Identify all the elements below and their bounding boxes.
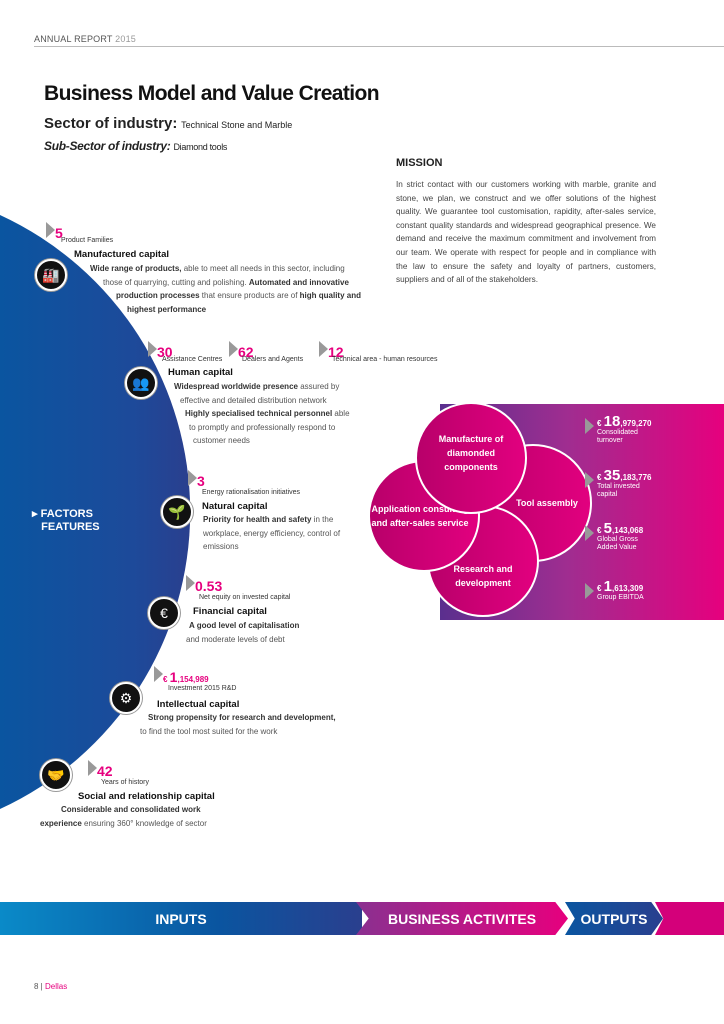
arrow-icon [46,222,55,238]
banner-activities: BUSINESS ACTIVITES [356,902,568,935]
stat-assistance-centres: 30 [148,341,173,362]
banner-outputs: OUTPUTS [565,902,663,935]
sector: Sector of industry: Technical Stone and … [44,115,293,132]
capital-description: Strong propensity for research and devel… [140,713,336,736]
stat-product-families: 5 [46,222,63,243]
euro-icon: € [148,597,180,629]
page-title: Business Model and Value Creation [44,82,380,105]
inputs-arc [0,215,191,809]
stat-years-history: 42 [88,760,113,781]
output-item: € 1,613,309 Group EBITDA [585,579,644,602]
banner-inputs: INPUTS [0,902,362,935]
stat-net-equity: 0.53 [186,575,222,596]
stat-dealers: 62 [229,341,254,362]
capital-title: Manufactured capital [74,249,170,260]
handshake-icon: 🤝 [40,759,72,791]
output-item: € 5,143,068 Global Gross Added Value [585,521,643,552]
capital-description: Wide range of products, able to meet all… [90,264,361,314]
capital-description: A good level of capitalisation and moder… [186,621,300,644]
mission-title: MISSION [396,157,443,169]
factory-icon: 🏭 [35,259,67,291]
header-divider [34,46,724,47]
head-gears-icon: ⚙ [110,682,142,714]
page-footer: 8 | Dellas [34,982,68,991]
running-header: ANNUAL REPORT 2015 [34,34,136,44]
capital-description: Priority for health and safety in the wo… [203,515,341,551]
capital-description: Considerable and consolidated work exper… [40,805,207,828]
people-network-icon: 👥 [125,367,157,399]
mission-text: In strict contact with our customers wor… [396,180,656,285]
plant-hand-icon: 🌱 [161,496,193,528]
output-item: € 18,979,270 Consolidated turnover [585,414,652,445]
stat-rd-investment: € 1,154,989 [154,666,209,687]
banner-end [655,902,724,935]
sub-sector: Sub-Sector of industry: Diamond tools [44,139,228,153]
stat-technical-area: 12 [319,341,344,362]
output-item: € 35,183,776 Total invested capital [585,468,652,499]
capital-description: Widespread worldwide presence assured by… [174,382,350,445]
factors-features-label: ▸ FACTORS FEATURES [32,508,100,533]
activity-manufacture: Manufacture of diamonded components [415,402,527,514]
stat-energy: 3 [188,470,205,491]
